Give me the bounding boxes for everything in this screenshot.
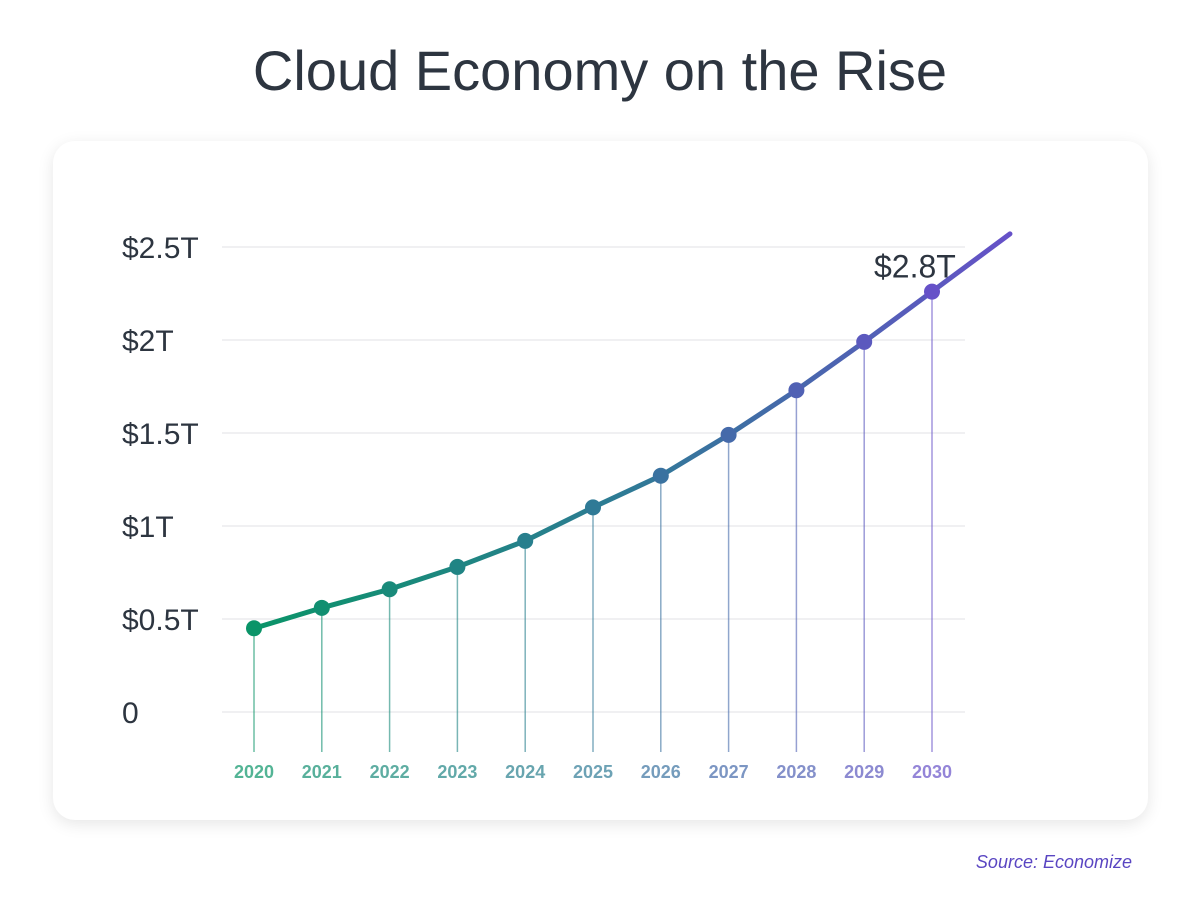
data-point xyxy=(246,620,262,637)
y-tick-label: $1T xyxy=(122,511,174,544)
data-point xyxy=(652,467,669,484)
y-tick-label: $1.5T xyxy=(122,418,199,451)
x-tick-label: 2028 xyxy=(776,762,816,782)
x-tick-label: 2021 xyxy=(302,762,342,782)
y-tick-label: $0.5T xyxy=(122,604,199,637)
series-line xyxy=(251,231,1013,631)
x-tick-label: 2022 xyxy=(370,762,410,782)
data-point xyxy=(924,283,940,300)
x-tick-label: 2026 xyxy=(641,762,681,782)
data-point xyxy=(313,599,330,616)
y-tick-label: 0 xyxy=(122,697,139,730)
x-tick-label: 2020 xyxy=(234,762,274,782)
x-tick-label: 2024 xyxy=(505,762,545,782)
chart-title: Cloud Economy on the Rise xyxy=(252,39,948,102)
x-tick-label: 2029 xyxy=(844,762,884,782)
source-note: Source: Economize xyxy=(975,852,1132,872)
chart-card xyxy=(53,141,1148,820)
data-point xyxy=(856,333,873,350)
data-point xyxy=(720,426,737,443)
y-tick-label: $2T xyxy=(122,325,174,358)
data-point xyxy=(381,581,398,598)
data-point xyxy=(788,382,805,399)
x-tick-label: 2023 xyxy=(437,762,477,782)
x-tick-label: 2027 xyxy=(709,762,749,782)
x-tick-label: 2025 xyxy=(573,762,613,782)
data-point xyxy=(517,532,534,549)
annotation-label: $2.8T xyxy=(874,249,956,285)
x-tick-label: 2030 xyxy=(912,762,952,782)
data-point xyxy=(449,558,466,575)
data-point xyxy=(585,499,601,516)
y-tick-label: $2.5T xyxy=(122,232,199,265)
